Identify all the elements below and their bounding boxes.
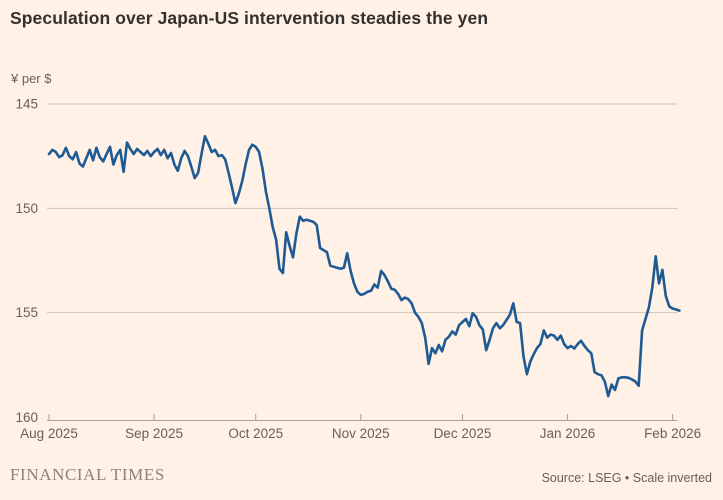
- x-tick-label: Nov 2025: [332, 426, 390, 441]
- chart-title: Speculation over Japan-US intervention s…: [10, 8, 489, 28]
- y-tick-label-160: 160: [15, 410, 38, 425]
- financial-times-wordmark: FINANCIAL TIMES: [10, 465, 165, 484]
- data-line-yen-per-us-dollar: [47, 135, 681, 398]
- y-axis-unit-label: ¥ per $: [11, 71, 52, 86]
- x-tick-label: Aug 2025: [20, 426, 78, 441]
- x-tick-label: Sep 2025: [125, 426, 183, 441]
- x-tick-label: Dec 2025: [434, 426, 492, 441]
- source-note: Source: LSEG • Scale inverted: [541, 471, 712, 485]
- x-tick-label: Feb 2026: [644, 426, 701, 441]
- y-tick-label-155: 155: [15, 305, 38, 320]
- x-tick-label: Jan 2026: [540, 426, 596, 441]
- x-tick-label: Oct 2025: [228, 426, 283, 441]
- y-tick-label-145: 145: [15, 97, 38, 112]
- y-tick-label-150: 150: [15, 201, 38, 216]
